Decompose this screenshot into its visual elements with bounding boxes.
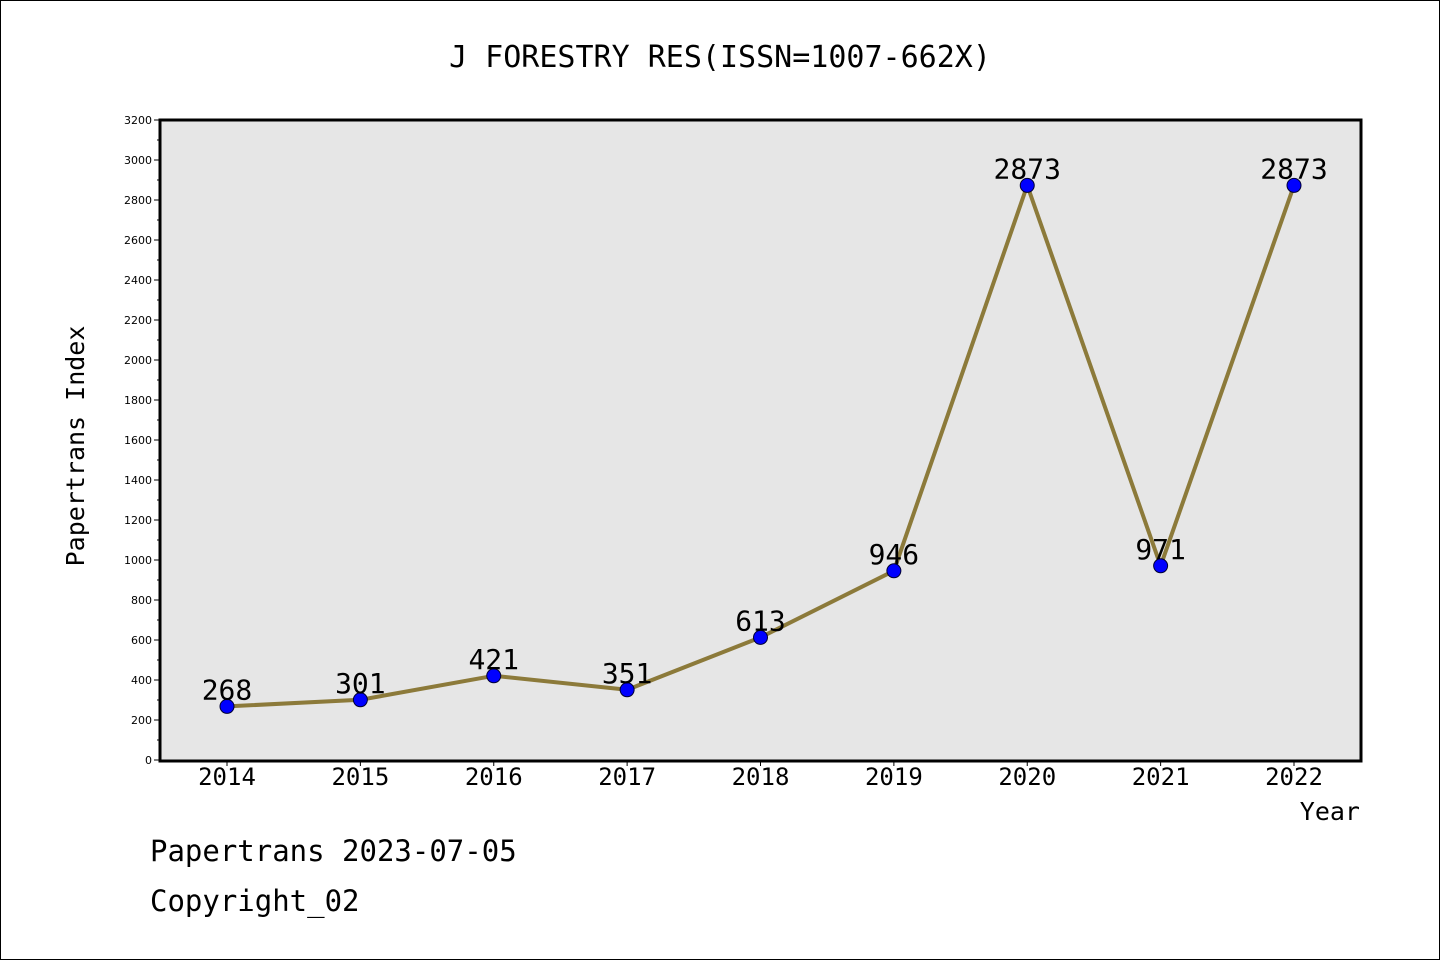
y-tick-label: 2200 [124, 314, 152, 327]
data-point [753, 629, 768, 645]
data-point [1153, 558, 1169, 574]
data-point [619, 682, 635, 698]
x-tick-label: 2018 [732, 763, 790, 791]
y-tick-label: 400 [131, 674, 152, 687]
y-tick-label: 800 [131, 594, 152, 607]
y-tick-label: 2800 [124, 194, 152, 207]
data-point [1019, 177, 1035, 193]
data-point [219, 698, 235, 714]
x-tick-label: 2021 [1132, 763, 1190, 791]
data-labels: 268 301 421 351 613 946 2873 971 2873 [202, 152, 1328, 706]
data-label: 946 [869, 538, 920, 571]
x-tick-label: 2014 [198, 763, 256, 791]
data-label: 351 [602, 657, 653, 690]
x-tick-label: 2016 [465, 763, 523, 791]
series-markers [219, 177, 1302, 714]
data-label: 421 [468, 643, 519, 676]
x-tick-label: 2019 [865, 763, 923, 791]
y-tick-label: 0 [145, 754, 152, 767]
y-tick-label: 1800 [124, 394, 152, 407]
data-label: 613 [735, 604, 786, 637]
data-label: 971 [1135, 533, 1186, 566]
x-tick-label: 2017 [598, 763, 656, 791]
data-point [1286, 177, 1302, 193]
data-point [486, 668, 502, 684]
y-tick-label: 2400 [124, 274, 152, 287]
x-tick-label: 2022 [1265, 763, 1323, 791]
y-tick-label: 3000 [124, 154, 152, 167]
data-point [352, 692, 368, 708]
data-label: 2873 [1260, 152, 1327, 185]
footer-date: Papertrans 2023-07-05 [150, 834, 517, 868]
data-label: 2873 [994, 152, 1061, 185]
data-label: 268 [202, 673, 253, 706]
x-tick-label: 2015 [331, 763, 389, 791]
y-axis-title: Papertrans Index [61, 326, 90, 567]
data-point [886, 563, 902, 579]
x-tick-label: 2020 [998, 763, 1056, 791]
x-axis-title: Year [1300, 797, 1360, 826]
y-tick-label: 1200 [124, 514, 152, 527]
y-tick-label: 1000 [124, 554, 152, 567]
footer-copyright: Copyright_02 [150, 884, 360, 918]
plot-area [158, 118, 1363, 763]
x-axis: 2014 2015 2016 2017 2018 2019 2020 2021 2022 [198, 760, 1323, 791]
y-tick-label: 200 [131, 714, 152, 727]
y-tick-label: 2000 [124, 354, 152, 367]
y-tick-label: 2600 [124, 234, 152, 247]
y-tick-label: 3200 [124, 114, 152, 127]
y-axis: 0 200 400 600 800 1000 1200 1400 1600 1800 2000 220… [124, 114, 160, 767]
y-tick-label: 1600 [124, 434, 152, 447]
y-tick-label: 1400 [124, 474, 152, 487]
chart-title: J FORESTRY RES(ISSN=1007-662X) [449, 40, 991, 75]
data-label: 301 [335, 667, 386, 700]
y-tick-label: 600 [131, 634, 152, 647]
